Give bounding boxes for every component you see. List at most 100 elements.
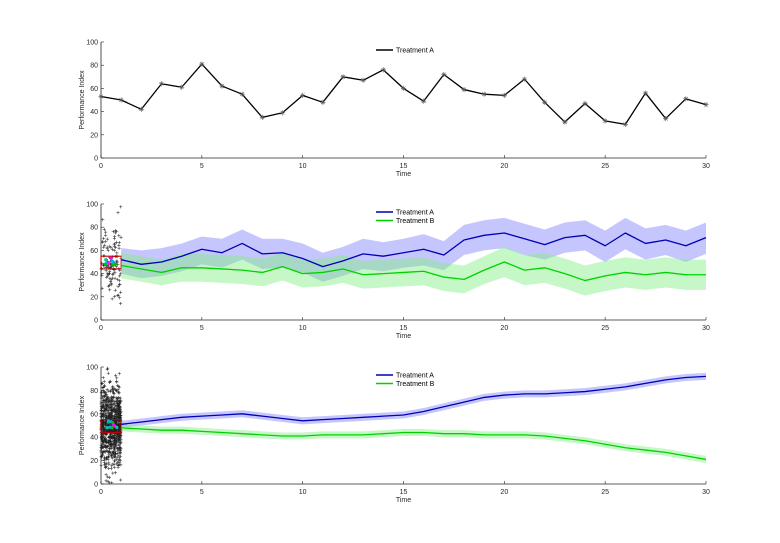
data-point <box>602 118 608 124</box>
scatter-point <box>103 449 107 453</box>
scatter-point <box>119 478 123 482</box>
x-tick-label: 5 <box>200 325 204 332</box>
scatter-point <box>103 411 108 415</box>
scatter-point <box>100 444 104 448</box>
scatter-point <box>113 288 117 292</box>
scatter-point <box>101 398 106 402</box>
data-point <box>138 106 144 112</box>
x-tick-label: 0 <box>99 163 103 170</box>
scatter-point <box>117 279 121 283</box>
scatter-point <box>109 280 113 284</box>
scatter-point <box>106 284 110 288</box>
scatter-point <box>105 475 110 479</box>
scatter-point <box>102 379 106 383</box>
scatter-point <box>116 423 121 427</box>
data-point <box>562 119 568 125</box>
scatter-point <box>109 436 113 440</box>
scatter-point <box>101 218 105 222</box>
scatter-point <box>116 388 120 392</box>
scatter-point <box>99 454 104 458</box>
scatter-point <box>117 391 121 395</box>
scatter-point <box>103 408 107 412</box>
scatter-point <box>105 245 109 249</box>
y-axis-label: Performance Index <box>79 232 86 292</box>
baseline-marker <box>111 260 115 264</box>
scatter-point <box>104 421 108 425</box>
scatter-point <box>114 388 118 392</box>
x-tick-label: 0 <box>99 325 103 332</box>
x-tick-label: 5 <box>200 489 204 496</box>
scatter-point <box>115 294 119 298</box>
baseline-marker <box>110 426 114 430</box>
scatter-point <box>118 410 122 414</box>
scatter-point <box>117 241 121 245</box>
x-axis-label: Time <box>396 497 411 504</box>
scatter-point <box>117 372 121 376</box>
series-line-treatment-a <box>121 232 707 268</box>
scatter-point <box>116 465 120 469</box>
y-tick-label: 60 <box>90 411 98 418</box>
scatter-point <box>108 379 112 384</box>
scatter-point <box>109 439 113 444</box>
data-point <box>521 76 528 82</box>
panel-bottom: 0 5 10 15 20 25 30 0 20 40 60 80 100 Time Performance … <box>79 365 710 505</box>
scatter-point <box>114 443 118 448</box>
y-tick-label: 60 <box>90 248 98 255</box>
scatter-point <box>107 428 111 432</box>
baseline-marker <box>103 262 107 266</box>
panel-top: 0 5 10 15 20 25 30 0 20 40 60 80 100 Time Performance … <box>79 40 710 179</box>
scatter-point <box>115 240 119 244</box>
scatter-point <box>100 408 104 412</box>
data-point <box>300 92 306 98</box>
scatter-point <box>102 399 106 403</box>
y-tick-label: 20 <box>90 132 98 139</box>
scatter-point <box>99 436 103 440</box>
scatter-point <box>106 455 110 460</box>
scatter-point <box>106 272 110 277</box>
scatter-point <box>112 405 117 409</box>
scatter-point <box>112 465 116 469</box>
scatter-point <box>117 243 121 247</box>
scatter-point <box>108 397 112 401</box>
scatter-point <box>101 451 105 455</box>
y-tick-label: 100 <box>86 365 98 372</box>
scatter-point <box>99 448 103 452</box>
scatter-point <box>104 416 109 420</box>
scatter-point <box>100 433 105 437</box>
scatter-point <box>107 475 112 480</box>
scatter-point <box>110 276 115 280</box>
data-point <box>703 102 709 108</box>
scatter-point <box>103 465 108 469</box>
scatter-point <box>101 425 105 429</box>
scatter-point <box>117 274 122 278</box>
scatter-point <box>109 281 113 286</box>
scatter-point <box>117 399 121 403</box>
scatter-point <box>101 385 106 389</box>
x-tick-label: 30 <box>702 489 710 496</box>
scatter-point <box>115 403 119 408</box>
scatter-point <box>101 388 105 393</box>
scatter-point <box>103 243 107 247</box>
scatter-point <box>112 242 116 246</box>
scatter-point <box>113 454 117 458</box>
scatter-point <box>116 284 120 289</box>
x-tick-label: 20 <box>500 325 508 332</box>
scatter-point <box>115 251 119 255</box>
scatter-point <box>118 446 122 450</box>
scatter-point <box>101 401 105 405</box>
scatter-point <box>109 455 113 459</box>
scatter-point <box>114 452 118 456</box>
scatter-point <box>110 297 114 301</box>
series-line-treatment-b <box>121 427 707 461</box>
scatter-point <box>115 379 119 383</box>
series-line-treatment-b <box>121 261 706 282</box>
scatter-point <box>119 438 123 442</box>
scatter-point <box>114 396 118 400</box>
x-tick-label: 20 <box>500 489 508 496</box>
data-point <box>481 91 487 97</box>
data-point <box>542 99 548 105</box>
scatter-point <box>105 461 109 465</box>
baseline-marker <box>106 419 111 423</box>
